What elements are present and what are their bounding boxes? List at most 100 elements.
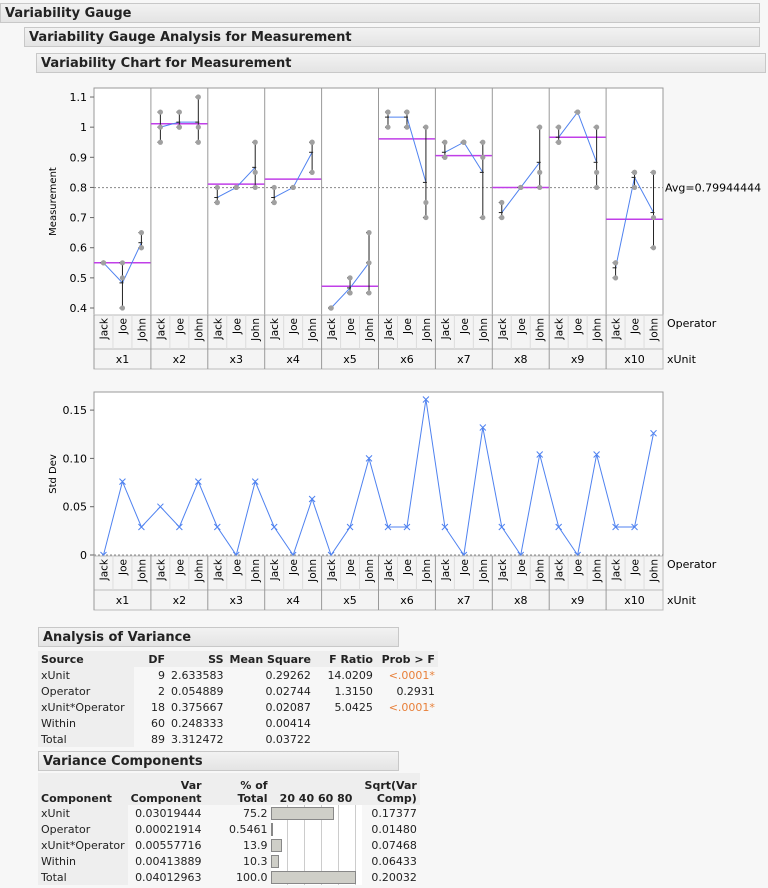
unit-label: x3 [229, 353, 243, 366]
data-point[interactable] [366, 230, 372, 236]
data-point[interactable] [138, 245, 145, 251]
data-point[interactable] [119, 260, 126, 266]
data-point[interactable] [290, 184, 296, 191]
data-point[interactable] [271, 184, 277, 191]
data-point[interactable] [518, 184, 524, 191]
data-point[interactable] [157, 109, 163, 115]
data-point[interactable] [650, 169, 657, 175]
std-dev-marker[interactable] [213, 523, 221, 531]
data-point[interactable] [309, 139, 315, 145]
data-point[interactable] [404, 109, 410, 115]
sqrt-var-comp: 0.17377 [371, 806, 417, 820]
data-point[interactable] [537, 124, 543, 130]
data-point[interactable] [385, 124, 391, 130]
data-point[interactable] [612, 260, 619, 266]
variability-gauge-header[interactable]: Variability Gauge [0, 3, 760, 23]
data-point[interactable] [176, 109, 182, 115]
std-dev-marker[interactable] [194, 478, 202, 485]
std-dev-marker[interactable] [251, 478, 259, 485]
data-point[interactable] [461, 139, 467, 145]
data-point[interactable] [556, 139, 562, 145]
data-point[interactable] [423, 124, 429, 130]
component-name: Operator [38, 821, 128, 837]
std-dev-marker[interactable] [441, 523, 449, 531]
data-point[interactable] [176, 124, 182, 130]
data-point[interactable] [271, 199, 277, 206]
data-point[interactable] [309, 169, 315, 175]
data-point[interactable] [328, 305, 334, 311]
data-point[interactable] [537, 184, 543, 191]
std-dev-marker[interactable] [157, 503, 164, 511]
data-point[interactable] [650, 245, 657, 251]
data-point[interactable] [214, 199, 220, 206]
data-point[interactable] [100, 260, 107, 266]
std-dev-marker[interactable] [403, 523, 411, 531]
std-dev-marker[interactable] [612, 523, 619, 531]
std-dev-marker[interactable] [138, 523, 145, 531]
data-point[interactable] [480, 214, 486, 221]
data-point[interactable] [195, 124, 201, 130]
data-point[interactable] [366, 290, 372, 296]
data-point[interactable] [233, 184, 239, 191]
data-point[interactable] [650, 214, 657, 221]
std-dev-marker[interactable] [498, 523, 506, 531]
data-point[interactable] [442, 139, 448, 145]
data-point[interactable] [423, 199, 429, 206]
data-point[interactable] [366, 260, 372, 266]
data-point[interactable] [537, 169, 543, 175]
std-dev-marker[interactable] [479, 424, 487, 431]
operator-axis-title: Operator [667, 558, 717, 571]
data-point[interactable] [347, 275, 353, 281]
data-point[interactable] [214, 184, 220, 191]
std-dev-marker[interactable] [536, 451, 544, 458]
data-point[interactable] [480, 139, 486, 145]
std-dev-marker[interactable] [308, 495, 316, 503]
data-point[interactable] [252, 139, 258, 145]
data-point[interactable] [157, 124, 163, 130]
data-point[interactable] [594, 169, 600, 175]
data-point[interactable] [612, 275, 619, 281]
data-point[interactable] [631, 169, 638, 175]
std-dev-marker[interactable] [422, 396, 430, 403]
sqrt-var-comp: 0.20032 [371, 870, 417, 884]
std-dev-marker[interactable] [384, 523, 392, 531]
data-point[interactable] [157, 139, 163, 145]
data-point[interactable] [556, 124, 562, 130]
anova-cell [314, 731, 376, 747]
data-point[interactable] [499, 199, 505, 206]
std-dev-marker[interactable] [119, 478, 126, 485]
data-point[interactable] [575, 109, 581, 115]
data-point[interactable] [195, 94, 201, 100]
std-dev-marker[interactable] [175, 523, 183, 531]
variability-chart-header[interactable]: Variability Chart for Measurement [36, 53, 766, 73]
gauge-analysis-header[interactable]: Variability Gauge Analysis for Measureme… [24, 27, 760, 47]
plot-area [93, 391, 664, 557]
std-dev-marker[interactable] [365, 455, 373, 462]
std-dev-marker[interactable] [555, 523, 563, 531]
data-point[interactable] [499, 214, 505, 221]
std-dev-marker[interactable] [593, 451, 600, 458]
data-point[interactable] [347, 290, 353, 296]
data-point[interactable] [195, 139, 201, 145]
std-dev-marker[interactable] [270, 523, 278, 531]
data-point[interactable] [480, 154, 486, 160]
data-point[interactable] [119, 275, 126, 281]
data-point[interactable] [594, 124, 600, 130]
data-point[interactable] [404, 124, 410, 130]
data-point[interactable] [423, 214, 429, 221]
data-point[interactable] [119, 305, 126, 311]
data-point[interactable] [138, 230, 145, 236]
anova-header[interactable]: Analysis of Variance [38, 627, 399, 647]
data-point[interactable] [252, 184, 258, 191]
std-dev-marker[interactable] [346, 523, 354, 531]
data-point[interactable] [442, 154, 448, 160]
std-dev-marker[interactable] [631, 523, 638, 531]
data-point[interactable] [594, 184, 600, 191]
anova-column-header: Prob > F [375, 651, 438, 667]
y-tick-label: 0 [80, 549, 87, 562]
data-point[interactable] [631, 184, 638, 191]
std-dev-marker[interactable] [650, 429, 657, 437]
data-point[interactable] [252, 169, 258, 175]
data-point[interactable] [385, 109, 391, 115]
variance-components-header[interactable]: Variance Components [38, 751, 399, 771]
